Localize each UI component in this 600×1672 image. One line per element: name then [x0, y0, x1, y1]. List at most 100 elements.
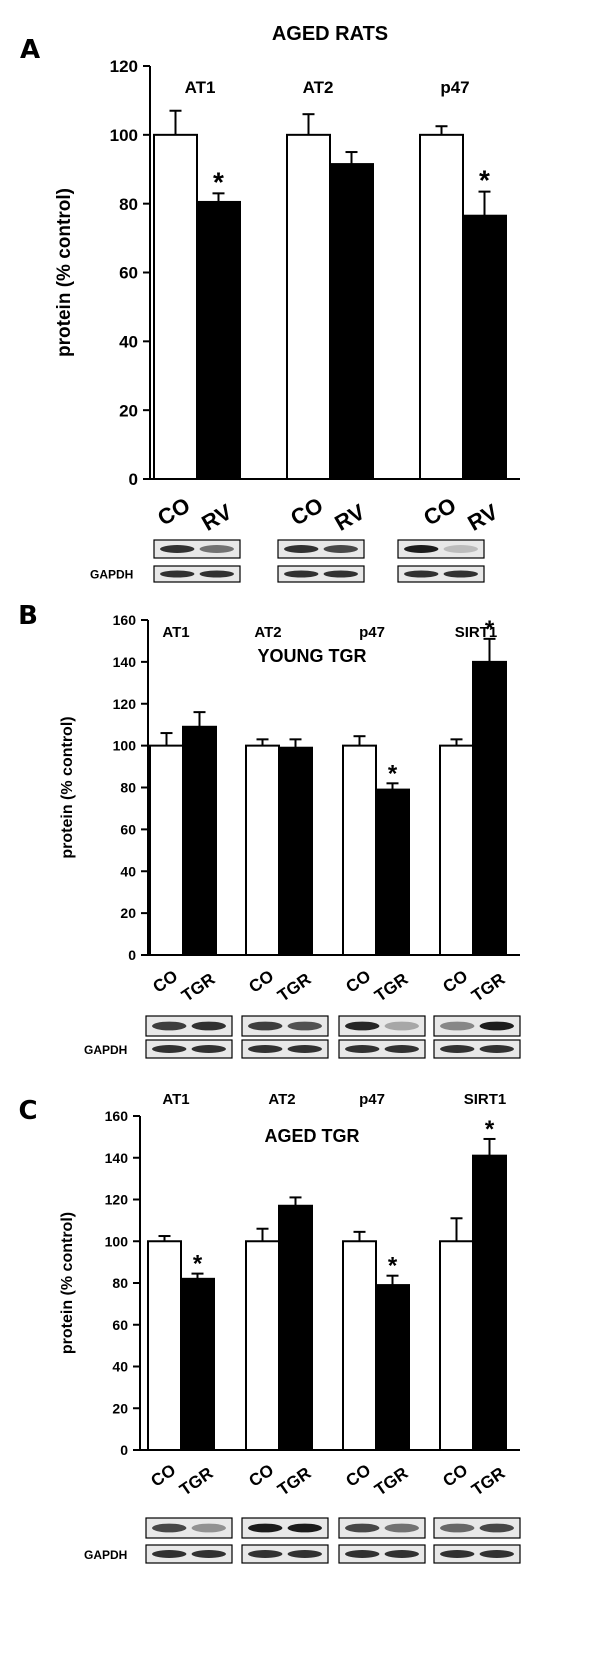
panel-a: A AGED RATS 0 20 40 60 80 100 120 protein (% cont… [20, 23, 520, 583]
y-tick-label: 20 [119, 401, 138, 420]
gapdh-band [443, 570, 478, 578]
x-tick-label: TGR [468, 969, 508, 1005]
blot-band [404, 545, 439, 553]
significance-marker: * [213, 166, 224, 197]
x-tick-label: CO [286, 492, 327, 530]
group-label: p47 [359, 1091, 385, 1108]
western-blot [241, 1517, 329, 1564]
panel-b: B YOUNG TGR 0 20 40 60 80 100 120 140 160 protein (… [18, 601, 521, 1059]
blot-band [443, 545, 478, 553]
x-tick-label: RV [197, 499, 236, 536]
blot-band [384, 1523, 419, 1533]
y-tick-label: 120 [113, 696, 137, 712]
y-tick-label: 0 [120, 1442, 128, 1458]
x-tick-label: TGR [371, 969, 411, 1005]
bar-co [342, 744, 377, 956]
western-blot [145, 1015, 233, 1059]
blot-band [160, 545, 195, 553]
blot-band [152, 1021, 187, 1031]
x-tick-label: CO [149, 966, 181, 996]
gapdh-band [160, 570, 195, 578]
blot-band [440, 1021, 475, 1031]
blot-band [191, 1523, 226, 1533]
y-tick-label: 0 [129, 470, 138, 489]
x-tick-label: CO [342, 1460, 374, 1490]
gapdh-band [152, 1045, 187, 1053]
x-tick-label: CO [439, 966, 471, 996]
gapdh-label: GAPDH [84, 1043, 127, 1057]
bar-tgr [180, 1277, 215, 1451]
y-tick-label: 120 [105, 1192, 129, 1208]
blot-gapdh-strip [397, 565, 485, 583]
chart-title: AGED RATS [272, 23, 388, 45]
group-label: AT1 [185, 78, 216, 97]
gapdh-band [479, 1045, 514, 1053]
y-tick-label: 60 [119, 264, 138, 283]
bar-co [342, 1240, 377, 1451]
y-tick-label: 40 [120, 863, 136, 879]
blot-gapdh-strip [433, 1039, 521, 1059]
bar-rv [462, 214, 507, 480]
significance-marker: * [388, 760, 398, 787]
gapdh-band [384, 1045, 419, 1053]
blot-target-strip [241, 1517, 329, 1539]
blot-target-strip [145, 1015, 233, 1037]
gapdh-band [248, 1550, 283, 1558]
gapdh-band [191, 1550, 226, 1558]
gapdh-band [287, 1550, 322, 1558]
x-tick-label: CO [439, 1460, 471, 1490]
gapdh-band [191, 1045, 226, 1053]
gapdh-band [284, 570, 319, 578]
blot-gapdh-strip [338, 1544, 426, 1564]
bar-co [245, 744, 280, 956]
gapdh-label: GAPDH [90, 567, 133, 581]
x-tick-label: TGR [178, 969, 218, 1005]
y-tick-label: 0 [128, 947, 136, 963]
y-tick-label: 60 [112, 1317, 128, 1333]
blot-band [284, 545, 319, 553]
y-tick-label: 40 [112, 1359, 128, 1375]
bar-tgr [375, 1284, 410, 1452]
gapdh-band [440, 1045, 475, 1053]
bar-co [439, 744, 474, 956]
group-label: AT2 [268, 1091, 295, 1108]
bar-co [286, 133, 331, 480]
blot-target-strip [433, 1517, 521, 1539]
significance-marker: * [479, 165, 490, 196]
blot-band [191, 1021, 226, 1031]
y-tick-label: 20 [112, 1400, 128, 1416]
bar-tgr [278, 746, 313, 956]
y-tick-label: 100 [113, 738, 137, 754]
western-blot [338, 1015, 426, 1059]
blot-target-strip [338, 1517, 426, 1539]
blot-gapdh-strip [277, 565, 365, 583]
y-tick-label: 80 [119, 195, 138, 214]
western-blot [153, 539, 241, 583]
group-label: AT2 [254, 624, 281, 641]
gapdh-band [440, 1550, 475, 1558]
y-tick-label: 80 [120, 780, 136, 796]
bar-co [149, 744, 184, 956]
blot-band [248, 1021, 283, 1031]
bar-co [147, 1240, 182, 1451]
group-label: AT2 [303, 78, 334, 97]
x-tick-label: CO [245, 966, 277, 996]
gapdh-label: GAPDH [84, 1548, 127, 1562]
y-tick-label: 160 [113, 612, 137, 628]
blot-band [152, 1523, 187, 1533]
y-tick-label: 140 [105, 1150, 129, 1166]
blot-gapdh-strip [153, 565, 241, 583]
y-tick-label: 140 [113, 654, 137, 670]
x-tick-label: CO [153, 492, 194, 530]
bar-tgr [472, 660, 507, 956]
blot-band [248, 1523, 283, 1533]
western-blot [145, 1517, 233, 1564]
gapdh-band [152, 1550, 187, 1558]
western-blot [433, 1015, 521, 1059]
gapdh-band [384, 1550, 419, 1558]
x-tick-label: TGR [371, 1463, 411, 1499]
blot-band [345, 1523, 380, 1533]
blot-target-strip [433, 1015, 521, 1037]
y-tick-label: 60 [120, 821, 136, 837]
